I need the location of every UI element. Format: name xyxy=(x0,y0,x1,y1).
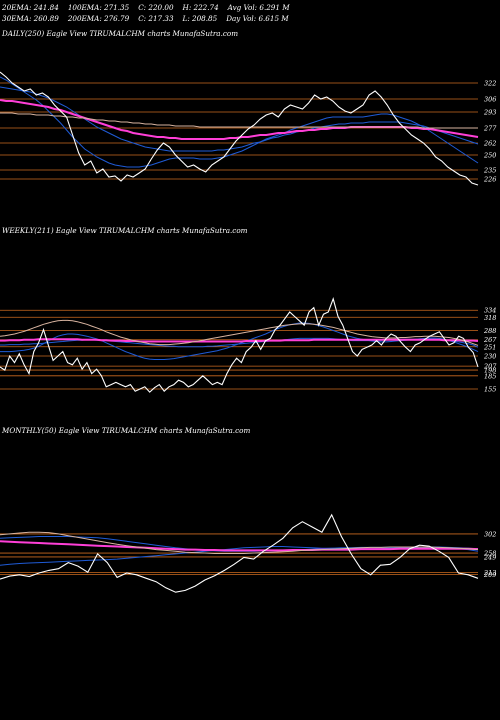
header-row-2: 30EMA: 260.89 200EMA: 276.79 C: 217.33 L: 2… xyxy=(2,14,298,23)
level-label-302: 302 xyxy=(484,530,496,538)
level-label-262: 262 xyxy=(483,140,496,148)
level-label-213: 213 xyxy=(483,569,496,577)
price-line xyxy=(0,297,479,393)
level-label-207: 207 xyxy=(483,363,497,371)
level-label-209: 209 xyxy=(483,571,496,579)
level-label-258: 258 xyxy=(483,550,496,558)
weekly-chart-title: WEEKLY(211) Eagle View TIRUMALCHM charts… xyxy=(2,226,248,235)
high-label: H: 222.74 xyxy=(182,3,219,12)
level-label-277: 277 xyxy=(483,125,497,133)
monthly-chart-title: MONTHLY(50) Eagle View TIRUMALCHM charts… xyxy=(2,426,251,435)
level-label-267: 267 xyxy=(483,336,497,344)
level-label-251: 251 xyxy=(483,343,496,351)
ema-line-4 xyxy=(0,531,479,554)
level-label-249: 249 xyxy=(483,553,496,561)
day-vol-label: Day Vol: 6.615 M xyxy=(226,14,289,23)
daily-chart-title: DAILY(250) Eagle View TIRUMALCHM charts … xyxy=(2,29,239,38)
ema-line-3 xyxy=(0,540,479,552)
price-line xyxy=(0,513,479,593)
level-label-250: 250 xyxy=(483,152,496,160)
ema200-label: 200EMA: 276.79 xyxy=(67,14,130,23)
ema30-label: 30EMA: 260.89 xyxy=(2,14,59,23)
level-label-230: 230 xyxy=(483,353,496,361)
price-line xyxy=(0,71,479,186)
level-label-155: 155 xyxy=(484,386,496,394)
ema-line-1 xyxy=(0,76,479,168)
open-label: C: 220.00 xyxy=(138,3,174,12)
level-label-293: 293 xyxy=(483,109,496,117)
ema-line-4 xyxy=(0,319,479,346)
level-label-318: 318 xyxy=(484,314,496,322)
level-label-235: 235 xyxy=(483,167,496,175)
header-row-1: 20EMA: 241.84 100EMA: 271.35 C: 220.00 H: 2… xyxy=(2,3,299,12)
close-label: C: 217.33 xyxy=(138,14,174,23)
avg-vol-label: Avg Vol: 6.291 M xyxy=(227,3,290,12)
level-label-185: 185 xyxy=(484,372,496,380)
ema100-label: 100EMA: 271.35 xyxy=(67,3,130,12)
low-label: L: 208.85 xyxy=(182,14,218,23)
ema-line-2 xyxy=(0,322,479,360)
level-label-226: 226 xyxy=(483,176,496,184)
level-label-306: 306 xyxy=(484,96,496,104)
ema20-label: 20EMA: 241.84 xyxy=(2,3,59,12)
ema-line-4 xyxy=(0,112,478,129)
level-label-334: 334 xyxy=(484,307,496,315)
level-label-198: 198 xyxy=(484,367,496,375)
level-label-322: 322 xyxy=(484,80,496,88)
level-label-288: 288 xyxy=(483,327,496,335)
